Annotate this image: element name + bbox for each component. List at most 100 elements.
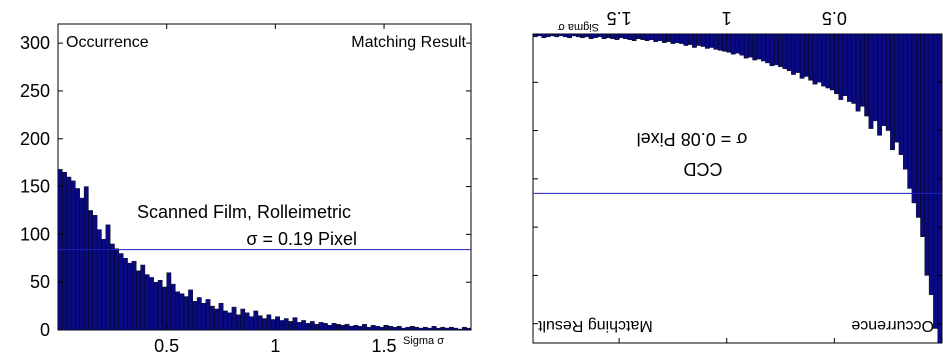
histogram-bar [301, 320, 307, 331]
histogram-bar [179, 293, 185, 331]
histogram-bar [842, 33, 848, 96]
histogram-bar [375, 325, 380, 331]
histogram-bar [584, 33, 590, 38]
histogram-bar [196, 297, 202, 331]
histogram-bar [83, 186, 89, 331]
y-tick-label: 300 [20, 33, 50, 53]
y-tick-label: 0 [40, 320, 50, 340]
histogram-bar [760, 33, 766, 62]
histogram-bar [748, 33, 753, 58]
histogram-bar [101, 238, 107, 331]
histogram-bar [123, 258, 128, 331]
histogram-bar [661, 33, 667, 43]
histogram-bar [92, 215, 98, 331]
histogram-bar [227, 312, 233, 331]
histogram-bar [344, 324, 350, 331]
histogram-bar [782, 33, 788, 69]
histogram-bar [705, 33, 710, 49]
histogram-bar [340, 325, 346, 331]
histogram-bar [144, 274, 150, 331]
histogram-bar [593, 33, 598, 39]
histogram-bar [253, 310, 259, 331]
histogram-bar [431, 325, 437, 331]
left-matching-result-label: Matching Result [351, 34, 466, 51]
histogram-bar [713, 33, 719, 50]
histogram-bar [214, 308, 220, 331]
x-tick-label: 1 [722, 8, 732, 28]
histogram-bar [66, 176, 72, 331]
histogram-bar [218, 303, 224, 331]
histogram-bar [236, 314, 241, 331]
histogram-bar [885, 33, 891, 131]
histogram-bar [70, 180, 76, 331]
histogram-bar [649, 33, 654, 40]
histogram-bar [825, 33, 831, 89]
histogram-bar [924, 33, 930, 276]
histogram-bar [153, 281, 159, 331]
histogram-bar [726, 33, 732, 53]
histogram-bar [288, 321, 293, 331]
histogram-bar [786, 33, 792, 71]
histogram-bar [730, 33, 736, 55]
histogram-bar [109, 243, 115, 331]
histogram-bar [821, 33, 826, 87]
histogram-bar [244, 312, 250, 331]
right-matching-result-label: Matching Result [537, 317, 652, 334]
histogram-bar [864, 33, 870, 117]
histogram-bar [550, 33, 555, 37]
histogram-bar [440, 326, 446, 331]
histogram-bar [409, 325, 415, 331]
histogram-bar [907, 33, 913, 189]
histogram-bar [605, 33, 611, 39]
histogram-bar [292, 317, 298, 331]
histogram-bar [418, 327, 424, 331]
histogram-bar [370, 325, 376, 331]
histogram-bar [756, 33, 762, 60]
histogram-bar [812, 33, 818, 85]
histogram-bar [318, 322, 324, 331]
histogram-bar [257, 315, 263, 331]
histogram-bar [541, 33, 547, 39]
histogram-bar [136, 270, 141, 331]
left-occurrence-label: Occurrence [66, 34, 149, 51]
left-x-axis: 0.5 1 1.5 [154, 24, 397, 356]
histogram-bar [414, 326, 420, 331]
histogram-bar [240, 308, 246, 331]
histogram-bar [296, 322, 302, 331]
left-caption-label: Scanned Film, Rolleimetric [137, 202, 351, 222]
histogram-bar [266, 314, 272, 331]
histogram-bar [838, 33, 844, 100]
histogram-bar [627, 33, 633, 40]
histogram-bar [881, 33, 887, 126]
histogram-bar [597, 33, 603, 38]
histogram-bar [545, 33, 551, 38]
histogram-bar [327, 325, 333, 331]
histogram-bar [157, 280, 163, 331]
histogram-bar [349, 325, 354, 331]
histogram-bar [449, 326, 454, 331]
histogram-bar [105, 224, 111, 331]
histogram-bar [140, 264, 146, 331]
x-tick-label: 0.5 [822, 8, 847, 28]
x-tick-label: 0.5 [154, 336, 179, 356]
right-x-axis: 0.5 1 1.5 [607, 8, 847, 343]
histogram-bar [558, 33, 564, 37]
histogram-bar [847, 33, 852, 102]
left-xaxis-label: Sigma σ [403, 335, 444, 347]
left-histogram-panel: 0 50 100 150 200 250 300 0.5 1 1.5 Occurrence Ma… [20, 23, 472, 356]
right-xaxis-label: Sigma σ [558, 21, 599, 33]
histogram-bar [401, 327, 406, 331]
histogram-bar [192, 301, 198, 331]
histogram-bar [631, 33, 637, 41]
histogram-bar [601, 33, 607, 40]
histogram-bar [588, 33, 594, 40]
histogram-bar [96, 229, 102, 331]
histogram-bar [127, 262, 133, 331]
histogram-bar [808, 33, 814, 81]
histogram-bar [683, 33, 689, 46]
histogram-bar [679, 33, 684, 44]
histogram-bar [722, 33, 727, 52]
right-sigma-value-label: σ = 0.08 Pixel [637, 129, 748, 149]
histogram-bar [262, 318, 267, 331]
histogram-bar [314, 324, 320, 331]
